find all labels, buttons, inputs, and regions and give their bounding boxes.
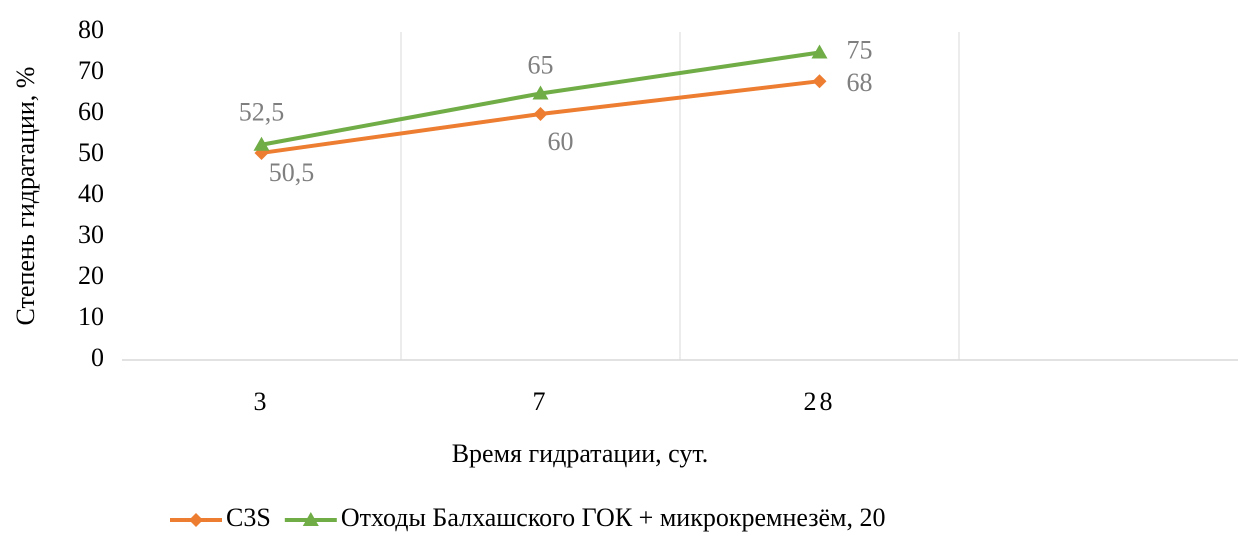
data-label: 65: [528, 50, 554, 79]
data-point: [532, 85, 549, 100]
x-tick-label: 7: [533, 387, 549, 416]
y-tick-label: 80: [78, 15, 104, 44]
y-tick-label: 20: [78, 261, 104, 290]
y-axis-title: Степень гидратации, %: [11, 67, 40, 326]
y-tick-label: 0: [91, 343, 104, 372]
legend-marker: [189, 513, 203, 527]
data-point: [253, 136, 270, 151]
data-label: 52,5: [239, 98, 285, 127]
y-tick-label: 40: [78, 179, 104, 208]
legend-marker: [302, 512, 319, 526]
y-tick-label: 70: [78, 56, 104, 85]
y-tick-label: 50: [78, 138, 104, 167]
y-tick-label: 60: [78, 97, 104, 126]
y-tick-label: 30: [78, 220, 104, 249]
data-label: 68: [847, 68, 873, 97]
x-tick-label: 3: [254, 387, 270, 416]
data-point: [811, 44, 828, 59]
data-label: 50,5: [269, 158, 315, 187]
y-tick-label: 10: [78, 302, 104, 331]
data-point: [533, 107, 548, 121]
data-label: 60: [548, 127, 574, 156]
legend-label: C3S: [226, 503, 271, 532]
x-tick-label: 28: [804, 387, 836, 416]
x-axis-title: Время гидратации, сут.: [452, 439, 709, 468]
data-point: [812, 74, 827, 89]
legend-label: Отходы Балхашского ГОК + микрокремнезём,…: [341, 503, 886, 532]
data-label: 75: [847, 35, 873, 64]
